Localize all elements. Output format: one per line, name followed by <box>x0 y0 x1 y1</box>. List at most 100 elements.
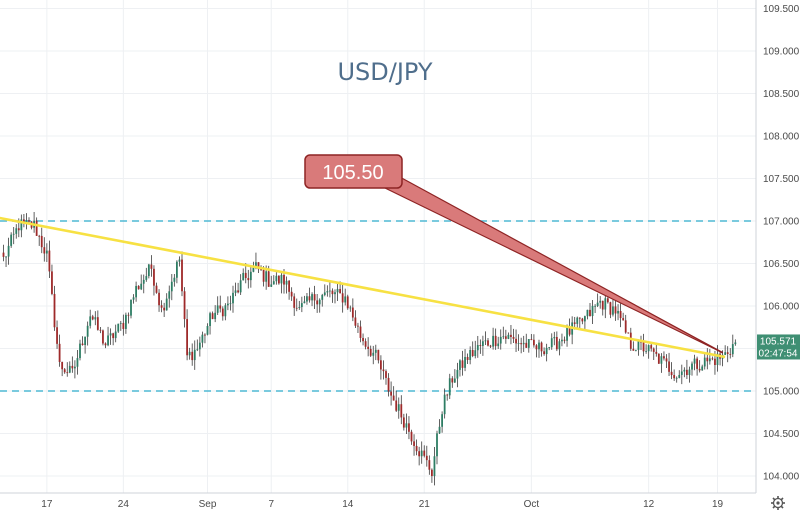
candle-body <box>453 378 456 383</box>
candle-body <box>346 296 349 309</box>
candle-body <box>499 336 502 344</box>
candle-body <box>278 275 280 284</box>
settings-gear-icon[interactable] <box>771 496 785 510</box>
candle-body <box>436 433 438 457</box>
yellow-trendline <box>0 216 726 359</box>
candle-body <box>538 342 540 350</box>
price-callout[interactable]: 105.50 <box>304 154 723 354</box>
time-axis-bg <box>0 493 800 513</box>
candle-body <box>255 262 257 268</box>
candle-body <box>418 451 421 457</box>
candle-body <box>548 347 551 349</box>
candle-body <box>249 271 252 281</box>
candle-body <box>724 352 727 355</box>
candle-body <box>40 235 43 248</box>
candle-body <box>428 460 431 470</box>
candle-body <box>433 456 436 477</box>
candle-body <box>443 394 446 415</box>
candle-body <box>270 284 273 287</box>
candle-body <box>510 334 512 337</box>
candle-body <box>693 358 696 364</box>
candle-body <box>176 261 178 278</box>
candle-body <box>336 288 339 293</box>
candle-body <box>12 233 15 235</box>
candle-body <box>262 269 265 282</box>
candle-body <box>15 228 18 234</box>
price-tick-label: 105.000 <box>763 387 800 398</box>
candle-body <box>359 326 362 338</box>
candle-body <box>313 294 316 301</box>
candle-body <box>576 317 579 324</box>
candle-body <box>112 333 115 339</box>
candle-body <box>229 303 232 305</box>
candle-body <box>670 371 673 376</box>
candle-body <box>464 356 466 368</box>
candle-body <box>183 291 186 320</box>
time-tick-label: 14 <box>342 499 354 510</box>
candle-body <box>601 300 604 310</box>
candle-body <box>224 305 227 317</box>
candle-body <box>558 341 561 350</box>
candle-body <box>688 369 691 376</box>
candle-body <box>431 469 433 477</box>
candle-body <box>198 342 201 350</box>
candle-body <box>53 293 56 328</box>
candle-body <box>188 351 191 356</box>
candle-body <box>680 371 683 375</box>
chart-title: USD/JPY <box>337 58 432 86</box>
candle-body <box>84 336 86 346</box>
candle-body <box>234 290 237 293</box>
candle-body <box>135 285 137 298</box>
candle-body <box>581 318 584 322</box>
candle-body <box>474 350 477 357</box>
time-axis[interactable]: 17 24 Sep 7 14 21 Oct 12 19 <box>41 499 723 510</box>
candle-body <box>374 349 377 353</box>
candle-body <box>2 252 5 257</box>
candle-body <box>303 301 306 304</box>
candle-body <box>385 371 387 378</box>
candle-body <box>221 308 224 317</box>
candle-body <box>520 343 523 345</box>
candle-body <box>645 351 647 353</box>
candle-body <box>673 375 676 379</box>
candle-body <box>191 351 194 361</box>
candle-body <box>703 357 706 367</box>
candle-body <box>471 349 474 357</box>
price-tick-label: 104.000 <box>763 472 800 483</box>
price-tick-label: 106.500 <box>763 259 800 270</box>
candle-body <box>81 343 84 346</box>
candle-body <box>629 332 632 349</box>
last-price-tag: 105.571 02:47:54 <box>757 334 800 360</box>
candle-body <box>410 431 413 442</box>
candle-body <box>344 296 347 303</box>
candle-body <box>10 234 13 246</box>
price-tick-label: 107.000 <box>763 217 800 228</box>
time-tick-label: 12 <box>643 499 655 510</box>
candle-body <box>487 340 489 346</box>
candle-body <box>476 345 479 351</box>
candle-body <box>122 322 125 329</box>
candle-body <box>58 343 61 362</box>
candle-body <box>354 317 357 326</box>
candle-body <box>708 358 711 362</box>
callout-box <box>304 154 403 189</box>
candle-body <box>369 348 372 356</box>
candle-body <box>420 450 423 457</box>
price-axis[interactable]: 109.500 109.000 108.500 108.000 107.500 107.0… <box>763 4 800 483</box>
price-tick-label: 109.500 <box>763 4 800 15</box>
candle-body <box>515 338 517 344</box>
candle-body <box>285 280 288 285</box>
candle-body <box>706 357 709 362</box>
candle-body <box>545 347 548 355</box>
candle-body <box>153 268 155 286</box>
candle-body <box>632 348 635 351</box>
candle-body <box>663 356 665 359</box>
candle-body <box>377 349 380 361</box>
candle-body <box>107 335 109 346</box>
candle-body <box>675 377 678 379</box>
level-layer <box>0 220 756 392</box>
candle-body <box>216 305 219 313</box>
candle-body <box>665 358 668 362</box>
candle-body <box>533 339 535 346</box>
